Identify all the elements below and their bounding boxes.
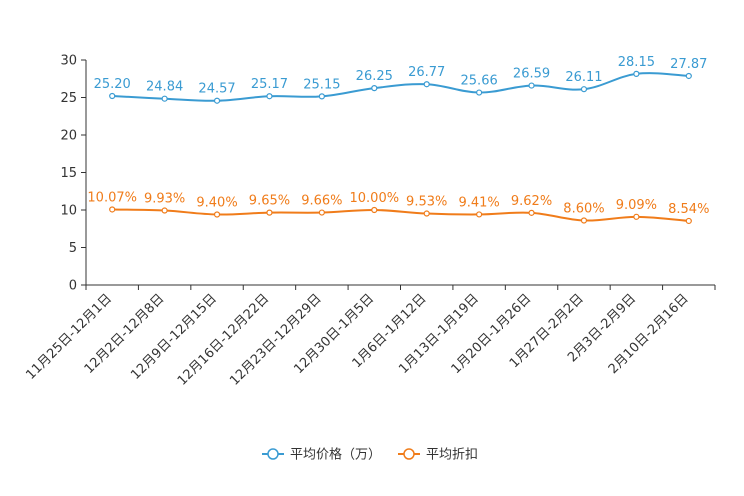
data-label: 25.17 [251,77,288,92]
data-point [109,92,116,100]
data-point [371,206,378,214]
data-point [109,206,116,213]
data-point [476,211,483,218]
data-label: 9.41% [458,195,499,210]
data-label: 8.60% [563,202,604,217]
data-point [580,86,588,93]
data-label: 9.40% [196,196,237,211]
data-label: 24.57 [198,82,235,97]
y-tick-label: 5 [69,241,77,256]
data-label: 9.65% [249,194,290,209]
data-label: 9.66% [301,194,342,209]
series-line-1 [112,208,689,222]
y-tick-label: 10 [60,204,77,219]
data-point [213,97,221,104]
data-point [633,70,640,77]
data-point [633,213,640,220]
y-tick-label: 30 [60,54,77,69]
data-label: 25.66 [461,74,498,89]
data-label: 28.15 [618,55,655,70]
y-tick-label: 20 [60,129,77,144]
y-tick-label: 0 [69,279,77,294]
x-tick-label: 12月16日-12月22日 [175,291,272,388]
data-point [528,82,535,89]
legend-marker-0 [267,448,279,460]
legend-label-1: 平均折扣 [426,448,478,463]
data-label: 9.09% [616,198,657,213]
data-label: 26.25 [356,69,393,84]
data-label: 24.84 [146,80,183,95]
y-tick-label: 15 [60,166,77,181]
data-point [161,207,168,214]
data-label: 27.87 [670,57,707,72]
data-point [266,93,273,100]
data-label: 10.07% [87,190,137,205]
data-point [318,209,325,216]
data-label: 25.15 [303,77,340,92]
data-label: 9.53% [406,195,447,210]
x-tick-label: 11月25日-12月1日 [23,291,115,383]
y-tick-label: 25 [60,91,77,106]
data-point [685,217,692,225]
series-line-0 [112,72,689,102]
data-label: 26.59 [513,67,550,82]
data-point [266,209,273,216]
data-label: 26.11 [565,70,602,85]
data-label: 26.77 [408,65,445,80]
legend-label-0: 平均价格（万） [290,447,381,463]
data-label: 9.93% [144,192,185,207]
data-point [423,81,430,88]
data-point [161,95,168,102]
data-point [685,72,692,80]
data-label: 9.62% [511,194,552,209]
legend-marker-1 [403,448,415,460]
data-point [476,89,483,96]
data-point [423,210,430,217]
data-label: 25.20 [94,77,131,92]
data-label: 10.00% [350,191,400,206]
data-point [213,211,221,218]
data-point [580,217,588,224]
data-point [318,93,325,100]
data-point [528,209,535,216]
x-tick-label: 12月23日-12月29日 [227,291,324,388]
data-label: 8.54% [668,202,709,217]
data-point [371,85,378,92]
